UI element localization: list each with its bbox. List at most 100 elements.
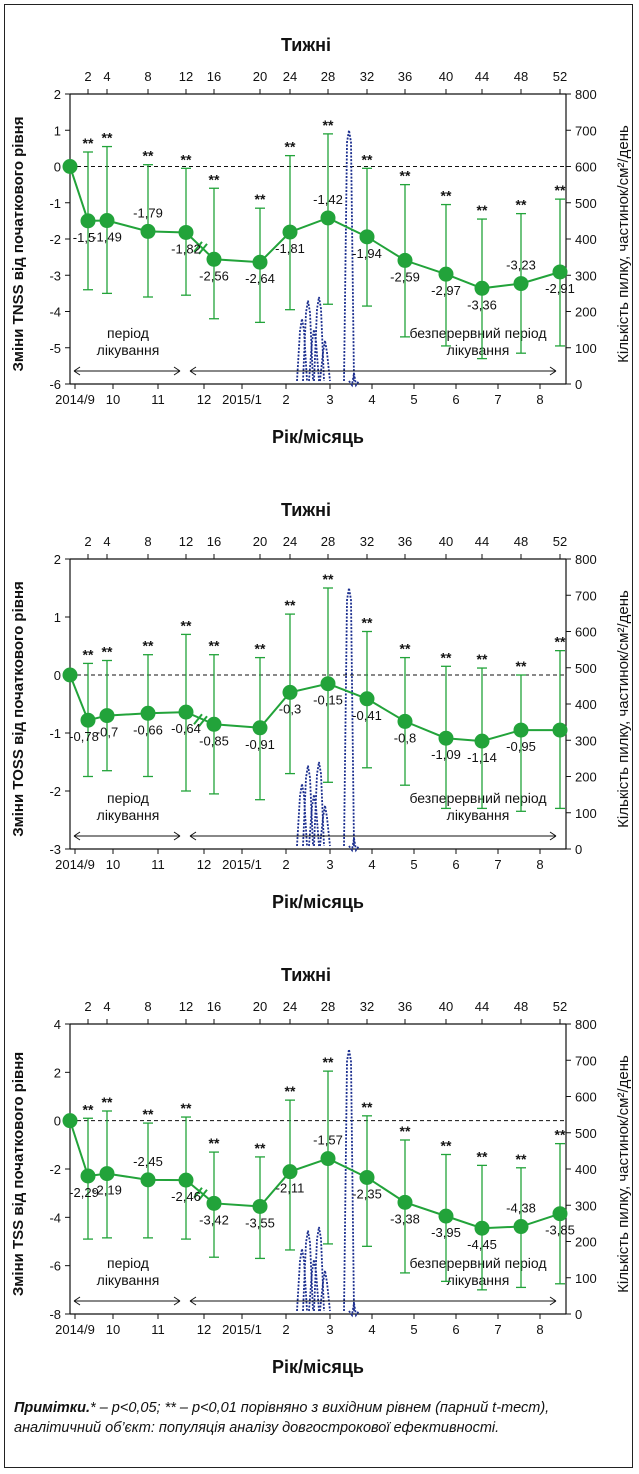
significance-marker: **: [83, 646, 94, 662]
y2-tick-label: 0: [575, 377, 582, 392]
top-axis-title: Тижні: [281, 35, 331, 55]
y-tick-label: -5: [49, 341, 61, 356]
month-tick-label: 8: [536, 392, 543, 407]
y2-tick-label: 300: [575, 268, 597, 283]
y-tick-label: -2: [49, 232, 61, 247]
data-point: [206, 251, 222, 267]
y2-tick-label: 600: [575, 625, 597, 640]
data-point: [513, 1219, 529, 1235]
y-tick-label: -4: [49, 1210, 61, 1225]
data-value-label: -2,46: [171, 1189, 201, 1204]
month-tick-label: 11: [151, 857, 165, 872]
y-tick-label: 0: [54, 668, 61, 683]
data-value-label: -0,64: [171, 721, 201, 736]
data-point: [397, 1194, 413, 1210]
month-tick-label: 3: [326, 392, 333, 407]
week-tick-label: 36: [398, 999, 412, 1014]
significance-marker: **: [102, 1094, 113, 1110]
significance-marker: **: [181, 1100, 192, 1116]
data-value-label: -2,91: [545, 281, 575, 296]
toss-chart: Тижні Рік/місяць Зміни TOSS від початков…: [10, 500, 632, 912]
y2-tick-label: 700: [575, 588, 597, 603]
week-tick-label: 16: [207, 534, 221, 549]
significance-marker: **: [285, 139, 296, 155]
month-tick-label: 2015/1: [222, 1322, 262, 1337]
data-point: [320, 210, 336, 226]
treatment-period-arrowheads: [73, 366, 181, 376]
significance-marker: **: [323, 571, 334, 587]
week-tick-label: 2: [84, 69, 91, 84]
y-tick-label: 2: [54, 552, 61, 567]
significance-marker: **: [285, 1083, 296, 1099]
pollen-peak: [319, 1270, 331, 1312]
month-tick-label: 4: [368, 1322, 375, 1337]
continuous-period-arrowheads: [189, 366, 557, 376]
y-axis-title: Зміни TNSS від початкового рівня: [10, 116, 27, 371]
data-value-label: -2,64: [245, 271, 275, 286]
y2-tick-label: 300: [575, 1198, 597, 1213]
significance-marker: **: [400, 1123, 411, 1139]
week-tick-label: 20: [253, 534, 267, 549]
significance-marker: **: [516, 197, 527, 213]
y-tick-label: 2: [54, 1065, 61, 1080]
week-tick-label: 4: [103, 999, 110, 1014]
y2-tick-label: 800: [575, 87, 597, 102]
data-value-label: -0,8: [394, 730, 416, 745]
y-tick-label: -2: [49, 1162, 61, 1177]
data-point: [140, 705, 156, 721]
y-tick-label: -6: [49, 1259, 61, 1274]
month-tick-label: 6: [452, 857, 459, 872]
significance-marker: **: [362, 615, 373, 631]
pollen-peak: [302, 300, 314, 382]
pollen-peak: [296, 318, 308, 382]
data-point: [282, 1164, 298, 1180]
data-value-label: -3,36: [467, 297, 497, 312]
y2-tick-label: 500: [575, 661, 597, 676]
data-point: [80, 1168, 96, 1184]
y2-tick-label: 800: [575, 1017, 597, 1032]
treatment-period-label: період: [107, 325, 149, 341]
data-point: [438, 266, 454, 282]
data-value-label: -3,23: [506, 258, 536, 273]
data-value-label: -1,09: [431, 747, 461, 762]
pollen-peak: [348, 372, 360, 388]
significance-marker: **: [102, 644, 113, 660]
treatment-period-arrowheads: [73, 831, 181, 841]
data-point: [80, 213, 96, 229]
data-point: [474, 1220, 490, 1236]
week-tick-label: 52: [553, 69, 567, 84]
week-tick-label: 12: [179, 69, 193, 84]
significance-marker: **: [477, 1148, 488, 1164]
data-point: [359, 691, 375, 707]
data-value-label: -1,42: [313, 192, 343, 207]
month-tick-label: 10: [106, 857, 120, 872]
pollen-peak: [313, 296, 325, 382]
significance-marker: **: [555, 634, 566, 650]
significance-marker: **: [83, 135, 94, 151]
week-tick-label: 12: [179, 999, 193, 1014]
month-tick-label: 8: [536, 857, 543, 872]
data-point: [474, 280, 490, 296]
y2-tick-label: 600: [575, 160, 597, 175]
y2-tick-label: 400: [575, 697, 597, 712]
pollen-peak: [348, 837, 360, 853]
data-value-label: -1,81: [275, 241, 305, 256]
week-tick-label: 12: [179, 534, 193, 549]
data-value-label: -0,91: [245, 737, 275, 752]
week-tick-label: 32: [360, 534, 374, 549]
y2-axis-title: Кількість пилку, частинок/см²/день: [615, 590, 632, 828]
significance-marker: **: [209, 1135, 220, 1151]
month-tick-label: 5: [410, 1322, 417, 1337]
y2-axis-title: Кількість пилку, частинок/см²/день: [615, 1055, 632, 1293]
data-value-label: -0,15: [313, 693, 343, 708]
data-point: [438, 730, 454, 746]
data-point: [99, 213, 115, 229]
month-tick-label: 11: [151, 1322, 165, 1337]
data-point: [206, 1195, 222, 1211]
data-point: [359, 1169, 375, 1185]
data-point: [552, 264, 568, 280]
treatment-period-label: лікування: [97, 1272, 160, 1288]
month-tick-label: 12: [197, 1322, 211, 1337]
data-value-label: -3,42: [199, 1212, 229, 1227]
pollen-peak: [296, 1248, 308, 1312]
